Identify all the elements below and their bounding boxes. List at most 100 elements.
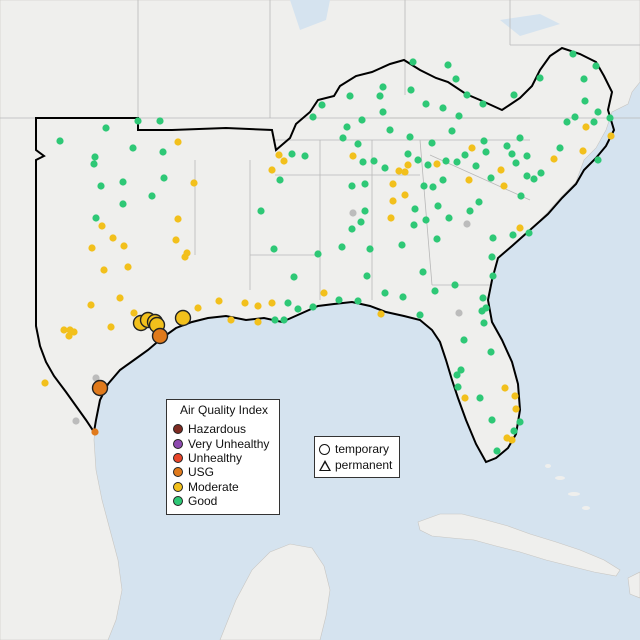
- site-marker-moderate[interactable]: [389, 197, 397, 205]
- site-marker-good[interactable]: [452, 75, 460, 83]
- site-marker-moderate[interactable]: [268, 166, 276, 174]
- site-marker-good[interactable]: [503, 142, 511, 150]
- site-marker-good[interactable]: [314, 250, 322, 258]
- site-marker-moderate[interactable]: [172, 236, 180, 244]
- site-marker-moderate[interactable]: [433, 160, 441, 168]
- site-marker-moderate[interactable]: [275, 151, 283, 159]
- site-marker-good[interactable]: [309, 303, 317, 311]
- site-marker-good[interactable]: [420, 182, 428, 190]
- site-marker-moderate[interactable]: [254, 318, 262, 326]
- site-marker-good[interactable]: [284, 299, 292, 307]
- site-marker-good[interactable]: [346, 92, 354, 100]
- site-marker-good[interactable]: [556, 144, 564, 152]
- site-marker-good[interactable]: [594, 108, 602, 116]
- site-marker-good[interactable]: [523, 152, 531, 160]
- site-marker-moderate[interactable]: [320, 289, 328, 297]
- site-marker-good[interactable]: [523, 172, 531, 180]
- site-marker-good[interactable]: [444, 61, 452, 69]
- site-marker-good[interactable]: [530, 175, 538, 183]
- site-marker-good[interactable]: [90, 160, 98, 168]
- site-marker-good[interactable]: [457, 366, 465, 374]
- site-marker-good[interactable]: [363, 272, 371, 280]
- temporary-monitor-moderate[interactable]: [174, 309, 192, 327]
- site-marker-good[interactable]: [489, 234, 497, 242]
- site-marker-good[interactable]: [404, 150, 412, 158]
- site-marker-good[interactable]: [433, 235, 441, 243]
- site-marker-moderate[interactable]: [280, 157, 288, 165]
- site-marker-good[interactable]: [445, 214, 453, 222]
- site-marker-moderate[interactable]: [268, 299, 276, 307]
- site-marker-good[interactable]: [119, 178, 127, 186]
- site-marker-moderate[interactable]: [468, 144, 476, 152]
- site-marker-no-data[interactable]: [72, 417, 80, 425]
- site-marker-moderate[interactable]: [254, 302, 262, 310]
- site-marker-good[interactable]: [475, 198, 483, 206]
- site-marker-moderate[interactable]: [389, 180, 397, 188]
- site-marker-moderate[interactable]: [404, 161, 412, 169]
- site-marker-good[interactable]: [424, 161, 432, 169]
- site-marker-good[interactable]: [479, 294, 487, 302]
- site-marker-good[interactable]: [493, 447, 501, 455]
- site-marker-good[interactable]: [339, 134, 347, 142]
- site-marker-good[interactable]: [453, 371, 461, 379]
- site-marker-good[interactable]: [488, 416, 496, 424]
- site-marker-good[interactable]: [410, 221, 418, 229]
- site-marker-moderate[interactable]: [107, 323, 115, 331]
- site-marker-good[interactable]: [472, 162, 480, 170]
- site-marker-good[interactable]: [398, 241, 406, 249]
- site-marker-good[interactable]: [280, 316, 288, 324]
- site-marker-good[interactable]: [414, 156, 422, 164]
- site-marker-moderate[interactable]: [461, 394, 469, 402]
- site-marker-good[interactable]: [428, 139, 436, 147]
- site-marker-moderate[interactable]: [181, 253, 189, 261]
- site-marker-moderate[interactable]: [41, 379, 49, 387]
- site-marker-moderate[interactable]: [124, 263, 132, 271]
- site-marker-good[interactable]: [370, 157, 378, 165]
- site-marker-good[interactable]: [338, 243, 346, 251]
- site-marker-good[interactable]: [480, 137, 488, 145]
- site-marker-good[interactable]: [487, 174, 495, 182]
- site-marker-good[interactable]: [590, 118, 598, 126]
- site-marker-moderate[interactable]: [497, 166, 505, 174]
- site-marker-moderate[interactable]: [120, 242, 128, 250]
- site-marker-good[interactable]: [134, 117, 142, 125]
- site-marker-good[interactable]: [429, 183, 437, 191]
- site-marker-good[interactable]: [512, 159, 520, 167]
- temporary-monitor-usg[interactable]: [91, 379, 109, 397]
- site-marker-good[interactable]: [361, 180, 369, 188]
- site-marker-good[interactable]: [509, 231, 517, 239]
- site-marker-moderate[interactable]: [579, 147, 587, 155]
- site-marker-good[interactable]: [580, 75, 588, 83]
- site-marker-good[interactable]: [290, 273, 298, 281]
- site-marker-good[interactable]: [510, 91, 518, 99]
- site-marker-moderate[interactable]: [501, 384, 509, 392]
- site-marker-moderate[interactable]: [227, 316, 235, 324]
- site-marker-moderate[interactable]: [194, 304, 202, 312]
- site-marker-moderate[interactable]: [395, 167, 403, 175]
- site-marker-good[interactable]: [592, 62, 600, 70]
- site-marker-good[interactable]: [448, 127, 456, 135]
- site-marker-moderate[interactable]: [174, 215, 182, 223]
- site-marker-good[interactable]: [361, 207, 369, 215]
- site-marker-good[interactable]: [343, 123, 351, 131]
- site-marker-good[interactable]: [479, 100, 487, 108]
- site-marker-moderate[interactable]: [401, 168, 409, 176]
- large-monitor-sites[interactable]: [91, 309, 192, 397]
- site-marker-good[interactable]: [439, 176, 447, 184]
- site-marker-good[interactable]: [569, 50, 577, 58]
- site-marker-good[interactable]: [294, 305, 302, 313]
- site-marker-good[interactable]: [480, 319, 488, 327]
- site-marker-moderate[interactable]: [116, 294, 124, 302]
- site-marker-moderate[interactable]: [241, 299, 249, 307]
- site-marker-moderate[interactable]: [511, 392, 519, 400]
- site-marker-no-data[interactable]: [463, 220, 471, 228]
- site-marker-good[interactable]: [92, 214, 100, 222]
- site-marker-good[interactable]: [97, 182, 105, 190]
- site-marker-moderate[interactable]: [190, 179, 198, 187]
- site-marker-good[interactable]: [419, 268, 427, 276]
- site-marker-good[interactable]: [366, 245, 374, 253]
- site-marker-moderate[interactable]: [349, 152, 357, 160]
- site-marker-good[interactable]: [359, 158, 367, 166]
- site-marker-no-data[interactable]: [455, 309, 463, 317]
